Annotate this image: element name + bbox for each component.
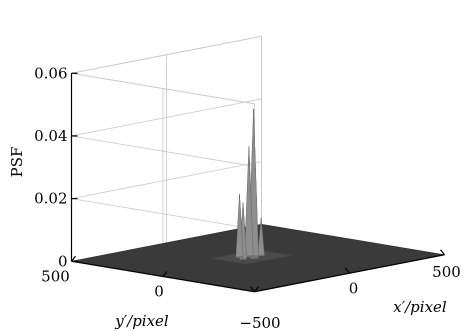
x-tick-label: 500 bbox=[432, 263, 461, 281]
y-tick-mark bbox=[71, 255, 76, 262]
z-tick-label: 0.02 bbox=[34, 190, 67, 208]
y-tick-label: 500 bbox=[41, 267, 70, 285]
y-tick-mark bbox=[162, 271, 168, 277]
corner-tick-label: −500 bbox=[239, 314, 280, 331]
y-tick-label: 0 bbox=[154, 283, 164, 301]
psf-peak bbox=[244, 146, 254, 256]
y-axis-label: y′/pixel bbox=[114, 312, 169, 330]
z-tick-label: 0.04 bbox=[34, 127, 67, 145]
x-tick-mark bbox=[440, 249, 445, 256]
z-tick-label: 0 bbox=[58, 252, 68, 270]
y-tick-mark bbox=[254, 286, 259, 293]
z-gridline bbox=[71, 35, 262, 74]
x-tick-mark bbox=[250, 286, 255, 293]
z-axis-label: PSF bbox=[8, 147, 26, 178]
x-tick-label: 0 bbox=[349, 279, 359, 297]
psf-peak bbox=[235, 194, 244, 257]
surface-layer bbox=[235, 108, 265, 260]
x-axis-label: x′/pixel bbox=[393, 298, 447, 316]
psf-peak bbox=[257, 217, 265, 256]
x-tick-mark bbox=[345, 267, 350, 274]
z-tick-label: 0.06 bbox=[34, 64, 67, 82]
